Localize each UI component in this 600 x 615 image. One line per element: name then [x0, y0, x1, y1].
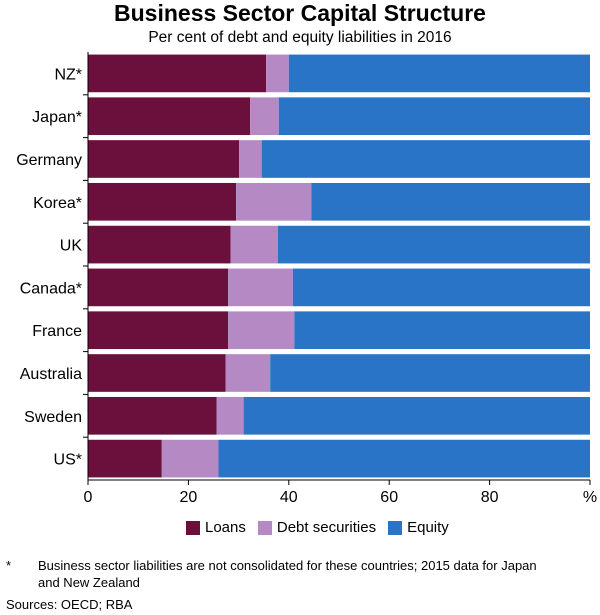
bar-us-debt-securities — [161, 439, 219, 478]
bar-canada-debt-securities — [228, 268, 293, 307]
legend-swatch-debt-securities — [257, 520, 272, 535]
category-label-nz: NZ* — [54, 66, 82, 83]
bar-sweden-debt-securities — [216, 396, 244, 435]
legend-item-loans: Loans — [186, 519, 246, 536]
category-label-us: US* — [54, 452, 82, 469]
bar-france-debt-securities — [228, 311, 295, 350]
bar-uk-equity — [277, 225, 590, 264]
bar-uk-loans — [88, 225, 231, 264]
bar-germany-loans — [88, 140, 240, 178]
chart-title: Business Sector Capital Structure — [114, 0, 486, 26]
bar-korea-debt-securities — [236, 182, 312, 221]
category-label-australia: Australia — [20, 366, 82, 383]
footnote-mark: * — [6, 558, 12, 573]
bar-nz-equity — [288, 54, 590, 93]
bar-sweden-equity — [243, 396, 590, 435]
footnote-text: Business sector liabilities are not cons… — [38, 558, 537, 590]
x-tick-label-60: 60 — [380, 489, 398, 506]
bar-nz-loans — [88, 54, 267, 93]
bar-france-equity — [294, 311, 590, 350]
x-tick-label-80: 80 — [481, 489, 499, 506]
bar-germany-debt-securities — [239, 140, 262, 178]
category-label-france: France — [32, 323, 82, 340]
category-label-canada: Canada* — [20, 280, 82, 297]
bar-nz-debt-securities — [266, 54, 289, 93]
legend-item-debt-securities: Debt securities — [257, 519, 377, 536]
bar-canada-loans — [88, 268, 229, 307]
bar-australia-loans — [88, 354, 226, 392]
x-tick-label-40: 40 — [280, 489, 298, 506]
bar-japan-loans — [88, 97, 251, 136]
x-tick-label-20: 20 — [180, 489, 198, 506]
legend-label-debt-securities: Debt securities — [276, 519, 377, 536]
bar-uk-debt-securities — [230, 225, 278, 264]
bar-australia-equity — [270, 354, 590, 392]
chart-legend: Loans Debt securities Equity — [186, 519, 461, 536]
chart-subtitle: Per cent of debt and equity liabilities … — [148, 29, 452, 46]
stacked-bar-chart: NZ* Japan* Germany Korea* UK Canada* France Aus… — [16, 52, 597, 506]
bar-japan-equity — [278, 97, 590, 136]
legend-swatch-equity — [388, 520, 403, 535]
legend-swatch-loans — [186, 520, 200, 535]
bar-sweden-loans — [88, 396, 217, 435]
sources-note: Sources: OECD; RBA — [6, 597, 133, 612]
category-label-germany: Germany — [16, 152, 82, 169]
bar-france-loans — [88, 311, 229, 350]
legend-item-equity: Equity — [388, 519, 449, 536]
bar-canada-equity — [292, 268, 590, 307]
bar-us-equity — [218, 439, 590, 478]
legend-label-loans: Loans — [205, 519, 246, 536]
x-unit-label: % — [583, 489, 597, 506]
category-label-japan: Japan* — [32, 109, 82, 126]
category-label-korea: Korea* — [33, 195, 82, 212]
bar-germany-equity — [261, 140, 590, 178]
bar-australia-debt-securities — [225, 354, 271, 392]
category-label-sweden: Sweden — [24, 409, 82, 426]
x-tick-label-0: 0 — [84, 489, 93, 506]
legend-label-equity: Equity — [407, 519, 449, 536]
category-label-uk: UK — [60, 238, 83, 255]
bar-korea-equity — [311, 182, 590, 221]
bar-korea-loans — [88, 182, 237, 221]
bar-japan-debt-securities — [250, 97, 279, 136]
bar-us-loans — [88, 439, 162, 478]
